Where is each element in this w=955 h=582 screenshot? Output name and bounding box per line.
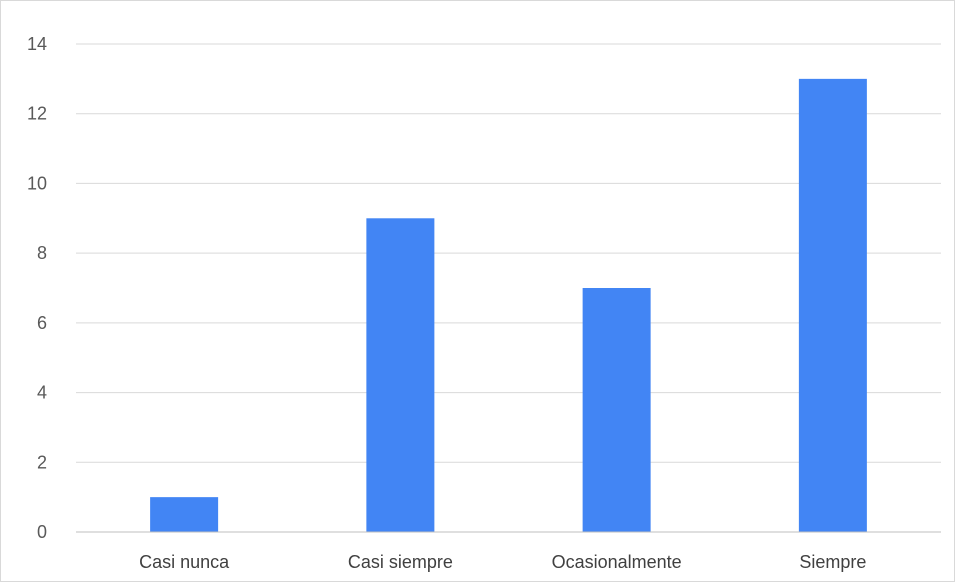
y-axis-tick-labels: 0 2 4 6 8 10 12 14 bbox=[27, 34, 47, 542]
y-tick-label: 14 bbox=[27, 34, 47, 54]
bar-casi-siempre bbox=[366, 218, 435, 533]
bar-siempre bbox=[798, 78, 867, 532]
x-category-label: Ocasionalmente bbox=[552, 552, 682, 572]
bar-casi-nunca bbox=[150, 497, 219, 532]
y-tick-label: 12 bbox=[27, 104, 47, 124]
y-tick-label: 4 bbox=[37, 383, 47, 403]
bar-ocasionalmente bbox=[582, 288, 651, 532]
y-tick-label: 10 bbox=[27, 173, 47, 193]
y-tick-label: 2 bbox=[37, 452, 47, 472]
y-tick-label: 8 bbox=[37, 243, 47, 263]
x-category-label: Casi nunca bbox=[139, 552, 230, 572]
y-tick-label: 6 bbox=[37, 313, 47, 333]
x-axis-category-labels: Casi nunca Casi siempre Ocasionalmente Siem… bbox=[139, 552, 866, 572]
x-category-label: Casi siempre bbox=[348, 552, 453, 572]
y-tick-label: 0 bbox=[37, 522, 47, 542]
bars bbox=[150, 78, 867, 533]
gridlines bbox=[76, 43, 941, 463]
x-category-label: Siempre bbox=[799, 552, 866, 572]
